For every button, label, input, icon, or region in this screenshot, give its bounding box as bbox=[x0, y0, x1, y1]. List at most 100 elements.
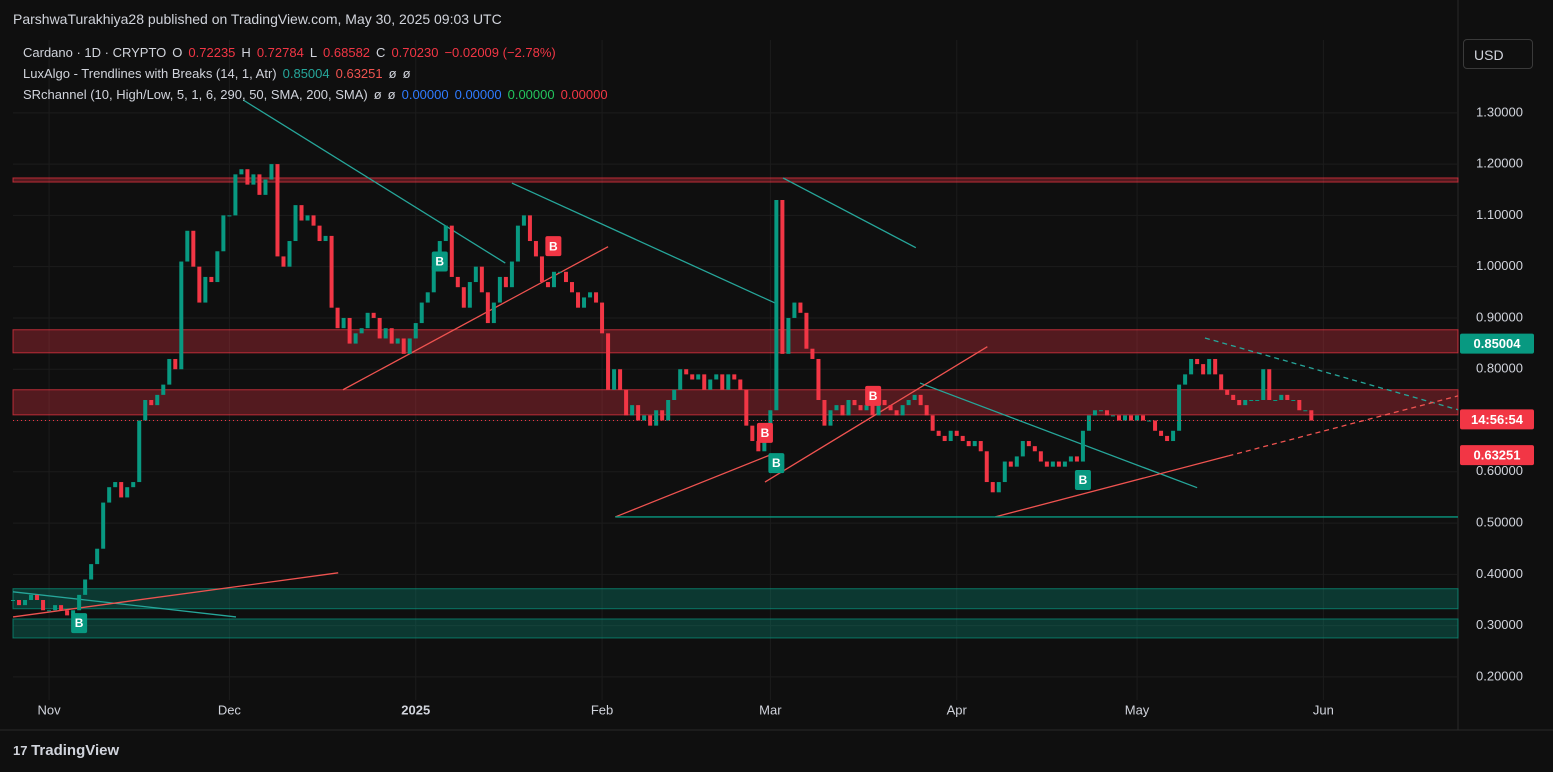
trendline bbox=[1228, 395, 1459, 457]
trendline bbox=[12, 591, 237, 618]
sr-zone bbox=[12, 588, 1459, 610]
candle-body bbox=[1008, 461, 1013, 467]
candle-body bbox=[1014, 456, 1019, 467]
candle-body bbox=[600, 302, 605, 334]
candle-body bbox=[1002, 461, 1007, 483]
candle-body bbox=[263, 179, 268, 195]
break-label-box bbox=[71, 613, 88, 634]
candle-body bbox=[786, 317, 791, 354]
candle-body bbox=[527, 215, 532, 242]
y-tick-label: 0.80000 bbox=[1476, 361, 1523, 376]
currency-button[interactable]: USD bbox=[1463, 39, 1533, 69]
legend-text: LuxAlgo - Trendlines with Breaks (14, 1,… bbox=[23, 66, 277, 81]
legend-text: −0.02009 (−2.78%) bbox=[444, 45, 556, 60]
candle-body bbox=[341, 317, 346, 329]
candle-body bbox=[630, 405, 635, 416]
candle-body bbox=[1171, 430, 1176, 442]
trendline bbox=[995, 455, 1229, 518]
legend-text: ø bbox=[388, 66, 397, 81]
candle-body bbox=[1297, 400, 1302, 411]
candle-body bbox=[1080, 430, 1085, 462]
candle-body bbox=[750, 425, 755, 442]
candle-body bbox=[59, 605, 64, 611]
candle-body bbox=[461, 287, 466, 308]
candle-body bbox=[455, 276, 460, 288]
candle-body bbox=[1104, 410, 1109, 416]
candle-body bbox=[161, 384, 166, 395]
candle-body bbox=[804, 312, 809, 349]
break-label: B bbox=[1079, 473, 1088, 487]
candle-body bbox=[606, 333, 611, 390]
legend-text: 0.63251 bbox=[335, 66, 383, 81]
candle-body bbox=[846, 400, 851, 416]
candle-body bbox=[1141, 415, 1146, 421]
legend-text: 0.72784 bbox=[256, 45, 304, 60]
candle-body bbox=[642, 415, 647, 421]
candle-body bbox=[1273, 400, 1278, 401]
candle-body bbox=[1189, 358, 1194, 375]
candle-body bbox=[672, 389, 677, 400]
legend-text: ø bbox=[402, 66, 411, 81]
candle-body bbox=[738, 379, 743, 390]
candle-body bbox=[425, 292, 430, 303]
candle-body bbox=[1267, 369, 1272, 400]
candle-body bbox=[1159, 430, 1164, 436]
candle-body bbox=[1050, 461, 1055, 467]
candle-body bbox=[497, 276, 502, 303]
legend-text: H bbox=[241, 45, 251, 60]
candle-body bbox=[467, 282, 472, 308]
candle-body bbox=[35, 594, 40, 600]
candle-body bbox=[311, 215, 316, 226]
candle-body bbox=[41, 600, 46, 611]
candle-body bbox=[377, 317, 382, 339]
candle-body bbox=[900, 405, 905, 416]
candle-body bbox=[539, 256, 544, 283]
candle-body bbox=[648, 415, 653, 426]
candle-body bbox=[942, 435, 947, 442]
candle-body bbox=[1237, 400, 1242, 406]
trendline bbox=[764, 346, 988, 483]
candle-body bbox=[113, 482, 118, 488]
candle-body bbox=[473, 266, 478, 283]
candle-body bbox=[1309, 410, 1314, 421]
candle-body bbox=[930, 415, 935, 431]
candle-body bbox=[77, 594, 82, 611]
candle-body bbox=[864, 405, 869, 411]
candle-body bbox=[173, 358, 178, 370]
candle-body bbox=[726, 374, 731, 390]
candle-body bbox=[53, 605, 58, 611]
candle-body bbox=[1249, 400, 1254, 401]
y-tick-label: 0.40000 bbox=[1476, 566, 1523, 581]
candle-body bbox=[185, 230, 190, 262]
candle-body bbox=[624, 389, 629, 416]
candle-body bbox=[11, 600, 15, 601]
candle-body bbox=[227, 215, 232, 217]
candle-body bbox=[305, 215, 310, 221]
candle-body bbox=[1255, 400, 1260, 401]
candle-body bbox=[1116, 415, 1121, 421]
break-label: B bbox=[869, 389, 878, 403]
candle-body bbox=[431, 266, 436, 293]
candle-body bbox=[690, 374, 695, 380]
candle-body bbox=[317, 225, 322, 242]
candle-body bbox=[47, 610, 52, 612]
logo-mark: 17 bbox=[13, 743, 32, 758]
candle-body bbox=[1243, 400, 1248, 406]
footer-logo: 17 TradingView bbox=[13, 742, 119, 759]
candle-body bbox=[155, 394, 160, 406]
candle-body bbox=[443, 225, 448, 242]
break-label-box bbox=[865, 385, 882, 406]
legend-text: C bbox=[376, 45, 386, 60]
candle-body bbox=[545, 282, 550, 288]
candle-body bbox=[966, 441, 971, 447]
candle-body bbox=[816, 358, 821, 400]
x-tick-label: May bbox=[1125, 702, 1150, 717]
price-tag-label: 0.85004 bbox=[1474, 336, 1522, 351]
candle-body bbox=[521, 215, 526, 226]
candle-body bbox=[1129, 415, 1134, 421]
trendline bbox=[511, 182, 776, 304]
x-tick-label: Dec bbox=[218, 702, 242, 717]
candle-body bbox=[1026, 441, 1031, 447]
candle-body bbox=[401, 338, 406, 354]
break-label-box bbox=[431, 251, 448, 272]
